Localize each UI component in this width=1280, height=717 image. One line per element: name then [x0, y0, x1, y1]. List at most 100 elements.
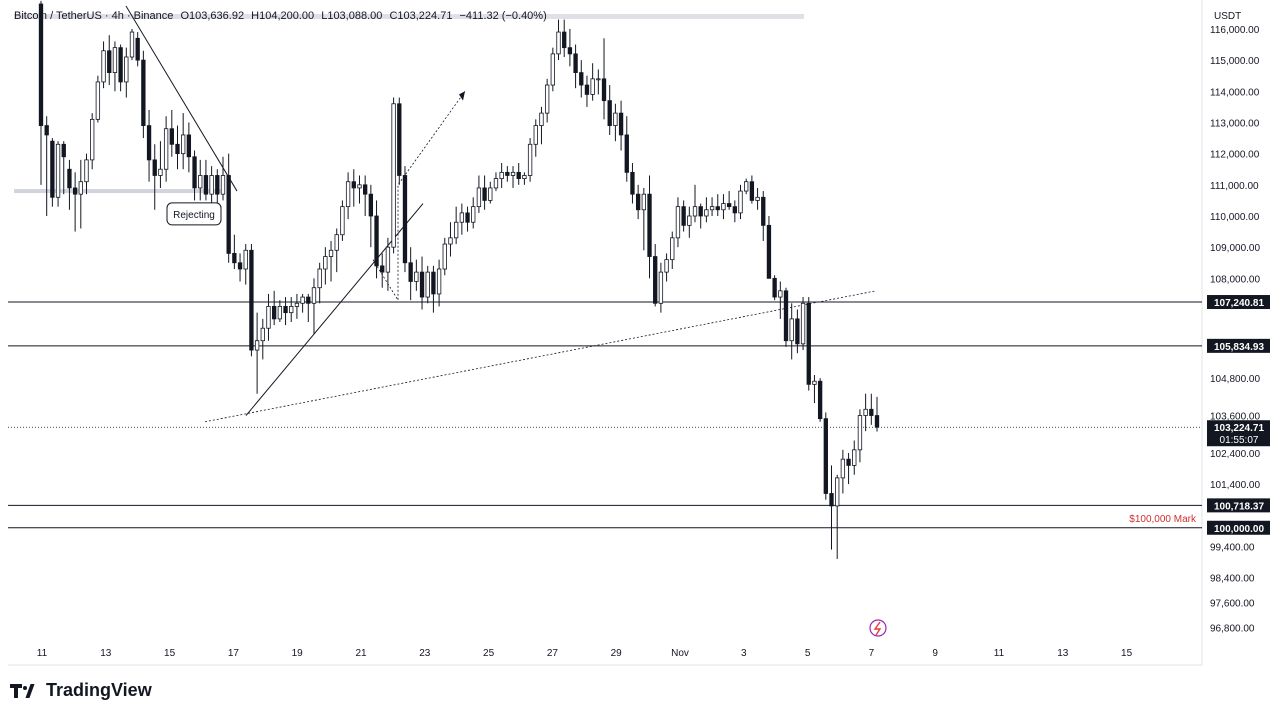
candle-body: [368, 193, 374, 217]
candle-body: [323, 256, 328, 270]
candle-body: [226, 175, 231, 254]
candle-body: [61, 143, 66, 158]
candle-body: [374, 215, 379, 267]
y-tick-label: 109,000.00: [1210, 243, 1260, 254]
y-tick-label: 97,600.00: [1210, 599, 1255, 610]
candle-body: [397, 103, 402, 176]
tradingview-logo[interactable]: TradingView: [10, 680, 152, 701]
candle-body: [874, 415, 880, 428]
price-tag-label: 100,000.00: [1214, 524, 1264, 535]
candle-body: [357, 184, 362, 189]
candle-body: [869, 408, 874, 416]
candle-body: [272, 306, 277, 320]
candle-body: [653, 256, 658, 304]
candle-body: [556, 31, 561, 55]
close-value: C103,224.71: [389, 10, 453, 22]
x-tick-label: 25: [483, 648, 495, 659]
price-tag-label: 103,224.71: [1214, 423, 1264, 434]
candle-body: [141, 59, 146, 126]
candle-body: [300, 296, 305, 304]
candle-body: [664, 259, 669, 273]
y-tick-label: 111,000.00: [1210, 181, 1259, 192]
candle-body: [232, 253, 237, 264]
candle-body: [846, 458, 851, 466]
candle-body: [351, 181, 356, 189]
countdown-label: 01:55:07: [1220, 435, 1259, 446]
symbol-title[interactable]: Bitcoin / TetherUS · 4h · Binance: [14, 10, 174, 22]
candle-body: [601, 78, 607, 102]
x-tick-label: 3: [741, 648, 747, 659]
x-tick-label: 29: [611, 648, 623, 659]
candle-body: [482, 187, 487, 201]
candle-body: [363, 184, 368, 195]
candle-body: [112, 47, 118, 73]
candle-body: [44, 125, 49, 136]
tradingview-logo-text: TradingView: [46, 680, 152, 700]
candle-body: [220, 175, 226, 195]
x-tick-label: Nov: [671, 648, 689, 659]
candle-body: [806, 302, 811, 385]
candle-body: [607, 100, 612, 126]
candle-body: [516, 171, 521, 179]
candle-body: [38, 3, 44, 126]
y-tick-label: 108,000.00: [1210, 274, 1260, 285]
candle-body: [766, 224, 772, 279]
candle-body: [476, 187, 482, 208]
candle-body: [823, 418, 828, 494]
candle-body: [254, 340, 260, 351]
candle-body: [277, 306, 283, 320]
y-tick-label: 101,400.00: [1210, 480, 1260, 491]
candle-body: [544, 84, 550, 114]
candle-body: [624, 134, 629, 173]
x-tick-label: 21: [355, 648, 367, 659]
price-tag-label: 100,718.37: [1214, 501, 1264, 512]
y-tick-label: 112,000.00: [1210, 150, 1260, 161]
rejecting-callout: [166, 202, 222, 226]
candle-body: [647, 193, 652, 257]
candle-body: [670, 237, 675, 261]
high-value: H104,200.00: [251, 10, 315, 22]
candle-body: [334, 234, 339, 251]
candle-body: [459, 212, 465, 223]
candle-body: [761, 196, 766, 226]
candle-body: [630, 171, 635, 195]
candle-body: [510, 171, 516, 176]
candle-body: [340, 206, 345, 236]
candle-body: [146, 125, 152, 161]
candle-body: [385, 246, 391, 273]
candle-body: [522, 175, 527, 179]
candle-body: [715, 206, 720, 211]
candle-body: [562, 31, 567, 49]
candle-body: [84, 159, 89, 183]
candle-body: [118, 47, 123, 83]
resistance-band: [14, 189, 224, 194]
currency-label[interactable]: USDT: [1214, 11, 1242, 22]
header-band: [14, 14, 804, 19]
candle-body: [687, 215, 692, 226]
projection-arrow-icon: [459, 91, 465, 101]
candle-body: [448, 237, 453, 245]
candle-body: [829, 493, 834, 507]
x-tick-label: 15: [164, 648, 176, 659]
candle-body: [380, 265, 385, 273]
candle-body: [283, 306, 288, 314]
candle-body: [635, 193, 641, 211]
y-tick-label: 115,000.00: [1210, 56, 1260, 67]
trend-line-down: [125, 5, 238, 192]
candle-body: [55, 143, 61, 198]
candle-body: [681, 206, 686, 226]
candle-body: [408, 262, 413, 282]
y-tick-label: 102,400.00: [1210, 449, 1260, 460]
candle-body: [260, 327, 265, 342]
lightning-bolt-icon: [873, 621, 882, 636]
candle-body: [749, 181, 755, 201]
candle-body: [709, 206, 715, 211]
y-tick-label: 110,000.00: [1210, 212, 1260, 223]
x-tick-label: 15: [1121, 648, 1133, 659]
price-tag: [1207, 295, 1270, 310]
price-tag-label: 107,240.81: [1214, 298, 1264, 309]
candle-body: [402, 175, 408, 264]
candle-body: [505, 171, 510, 176]
